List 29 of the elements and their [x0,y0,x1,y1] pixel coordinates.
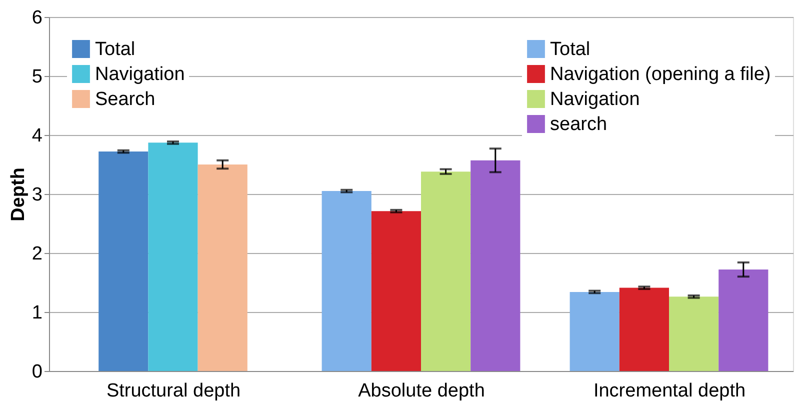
legend-label: Search [95,89,156,110]
y-tick-label: 0 [32,362,42,382]
bar [98,152,148,371]
y-tick-label: 4 [32,126,43,146]
bar [198,164,248,371]
x-tick-label: Incremental depth [593,380,746,402]
bar [148,142,198,371]
bar [470,160,520,371]
x-tick-label: Absolute depth [358,380,485,402]
y-tick-label: 1 [32,302,42,324]
bar [669,296,719,371]
bar [619,288,669,371]
y-tick-label: 3 [32,184,42,206]
legend-label: Navigation (opening a file) [550,64,771,85]
legend-label: Total [550,39,590,60]
legend-label: Total [95,39,136,60]
y-tick-label: 6 [32,8,42,28]
y-tick-label: 2 [32,244,42,264]
legend-label: Navigation [95,64,185,85]
y-tick-label: 5 [32,66,42,88]
y-axis-title: Depth [8,168,29,222]
bar [322,191,372,371]
legend-label: search [550,114,608,135]
legend-label: Navigation [550,89,640,110]
bar [718,270,768,371]
bar [371,211,421,371]
bar [421,172,471,371]
x-tick-label: Structural depth [106,380,241,402]
bar [570,292,620,371]
